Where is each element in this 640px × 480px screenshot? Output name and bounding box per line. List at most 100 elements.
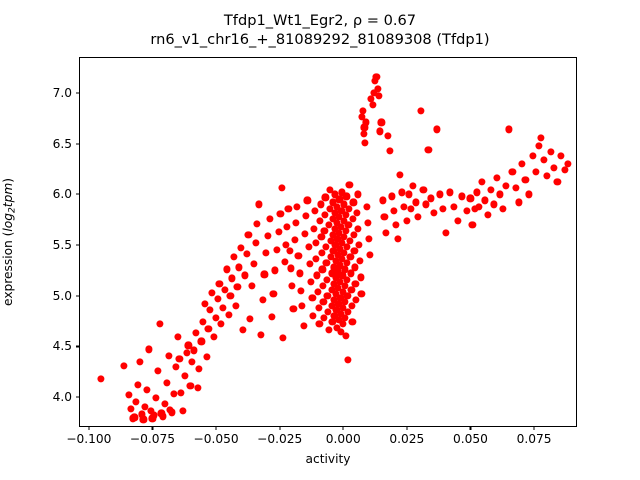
scatter-point [221,286,229,294]
scatter-point [248,281,256,290]
scatter-point [224,311,233,319]
scatter-point [419,186,427,194]
x-axis-label: activity [305,452,351,466]
scatter-point [361,139,369,147]
scatter-point [342,227,350,235]
scatter-point [372,73,380,81]
scatter-point [463,206,471,215]
scatter-point [255,200,263,209]
scatter-point [347,269,355,278]
scatter-point [192,329,200,337]
scatter-point [543,172,551,180]
scatter-point [472,188,481,196]
scatter-point [317,233,325,241]
scatter-point [346,237,354,245]
scatter-point [525,190,533,198]
scatter-point [253,220,261,228]
scatter-point [210,333,218,341]
scatter-point [540,156,548,164]
scatter-point [342,211,350,219]
scatter-point [458,192,466,200]
scatter-point [436,190,444,198]
scatter-point [184,341,192,349]
scatter-point [127,405,135,413]
scatter-point [341,298,349,306]
scatter-point [407,204,415,213]
scatter-point [193,384,202,392]
scatter-point [356,273,365,282]
scatter-point [414,213,422,221]
scatter-point [226,292,234,300]
scatter-point [153,367,162,375]
scatter-point [333,219,341,227]
scatter-point [329,198,337,207]
scatter-point [298,302,306,310]
scatter-point [334,267,342,275]
scatter-point [335,229,343,237]
scatter-point [328,302,336,310]
scatter-point [339,217,348,225]
scatter-point [446,188,454,196]
scatter-point [387,192,396,200]
scatter-point [400,202,408,211]
scatter-point [276,210,285,218]
y-axis-tick [76,193,80,195]
scatter-point [310,225,318,233]
x-axis-tick [215,426,217,430]
scatter-point [365,235,373,243]
chart-title-line-2: rn6_v1_chr16_+_81089292_81089308 (Tfdp1) [150,31,490,48]
scatter-point [321,211,329,219]
scatter-point [528,152,537,160]
scatter-point [125,391,133,399]
x-axis-tick-label: −0.025 [257,432,303,446]
scatter-point [235,263,243,271]
scatter-point [357,290,365,298]
scatter-point [343,292,351,300]
scatter-point [302,212,310,220]
scatter-point [206,306,214,314]
scatter-point [340,249,348,257]
scatter-point [377,118,385,126]
scatter-point [335,195,344,203]
scatter-point [311,206,319,215]
scatter-point [139,415,147,423]
scatter-point [322,259,331,267]
scatter-point [179,407,187,415]
scatter-point [394,235,402,243]
scatter-point [278,184,286,192]
scatter-point [141,403,149,411]
scatter-point [181,372,189,380]
scatter-point [339,304,347,312]
scatter-point [159,412,167,420]
scatter-point [328,215,337,223]
scatter-point [239,326,247,334]
scatter-point [335,316,343,324]
scatter-point [355,241,363,249]
scatter-point [332,306,340,314]
scatter-point [329,247,337,255]
scatter-point [368,101,377,109]
scatter-point [319,298,327,306]
y-axis-tick [76,295,80,297]
x-axis-tick-label: −0.050 [193,432,239,446]
scatter-point [332,290,340,298]
scatter-point [182,348,191,357]
scatter-point [417,107,425,115]
scatter-point [190,346,198,355]
scatter-point [331,209,339,217]
scatter-point [405,190,413,198]
scatter-point [306,260,314,268]
scatter-point [337,328,345,336]
scatter-point [259,296,267,304]
scatter-point [313,271,321,280]
scatter-point [301,230,309,238]
y-axis-tick [76,92,80,94]
scatter-point [294,252,303,260]
scatter-point [360,129,368,138]
scatter-point [212,314,220,322]
x-axis-tick-label: −0.075 [129,432,176,446]
scatter-point [328,286,336,294]
scatter-point [342,243,351,251]
x-axis-tick-label: 0.050 [452,432,488,446]
y-axis-tick [76,244,80,246]
